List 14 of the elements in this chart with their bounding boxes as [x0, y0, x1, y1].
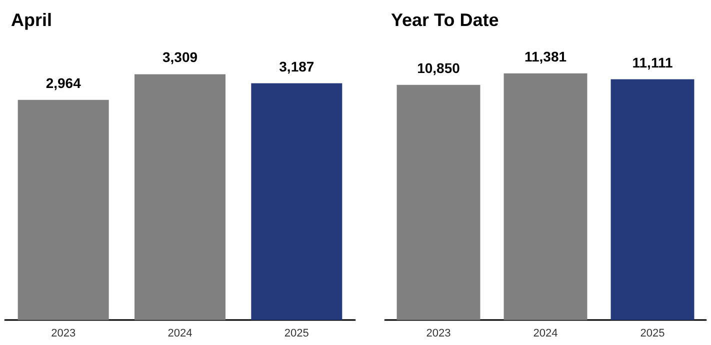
x-tick-label: 2024 [533, 328, 558, 340]
x-tick-label: 2023 [51, 328, 76, 340]
chart-title: April [11, 10, 52, 30]
chart-title: Year To Date [391, 10, 499, 30]
data-label: 3,187 [279, 58, 314, 74]
x-tick-label: 2024 [168, 328, 192, 340]
data-label: 11,111 [632, 54, 673, 70]
data-label: 3,309 [162, 49, 198, 66]
data-label: 11,381 [524, 48, 567, 64]
x-tick-label: 2025 [284, 328, 309, 340]
x-tick-label: 2025 [640, 328, 665, 340]
x-tick-label: 2023 [426, 328, 451, 340]
data-label: 10,850 [417, 60, 460, 76]
data-label: 2,964 [46, 74, 82, 91]
